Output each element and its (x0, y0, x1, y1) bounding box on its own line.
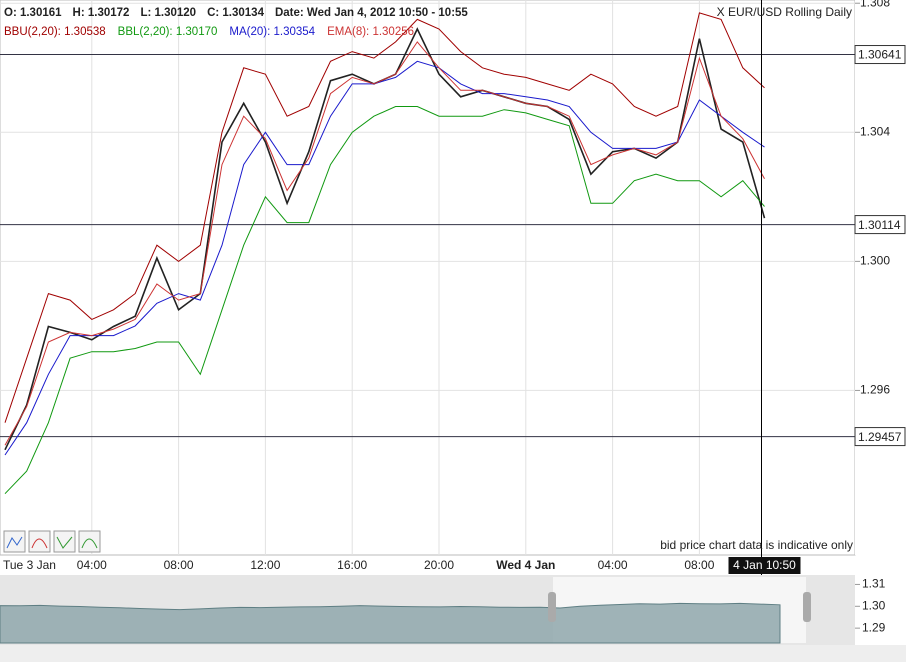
level-label: 1.30641 (858, 48, 902, 62)
nav-tick-label: 1.29 (862, 620, 886, 634)
y-tick-label: 1.308 (860, 0, 890, 9)
x-tick-label: 12:00 (250, 558, 280, 572)
note: bid price chart data is indicative only (660, 538, 853, 552)
level-box (854, 215, 906, 235)
nav-tick-label: 1.31 (862, 577, 886, 591)
legend-entry: BBU(2,20): 1.30538 (4, 26, 106, 38)
series-line (4, 106, 765, 495)
cursor-label: 4 Jan 10:50 (733, 558, 796, 572)
legend-entry: EMA(8): 1.30256 (327, 26, 414, 38)
header-item: Date: Wed Jan 4, 2012 10:50 - 10:55 (275, 7, 468, 19)
x-tick-label: Wed 4 Jan (496, 558, 555, 572)
x-tick-label: 08:00 (684, 558, 714, 572)
x-tick-label: 04:00 (598, 558, 628, 572)
tool-icon[interactable] (28, 530, 51, 553)
y-tick-label: 1.304 (860, 124, 890, 138)
header-item: H: 1.30172 (73, 7, 130, 19)
navigator-handle[interactable] (548, 592, 556, 622)
x-tick-label: Tue 3 Jan (3, 558, 56, 572)
series-line (4, 60, 765, 456)
plot-area (0, 0, 856, 556)
navigator-handle[interactable] (803, 592, 811, 622)
header-item: L: 1.30120 (140, 7, 196, 19)
x-tick-label: 20:00 (424, 558, 454, 572)
price-axis (855, 0, 906, 555)
x-tick-label: 16:00 (337, 558, 367, 572)
nav-tick-label: 1.30 (862, 598, 886, 612)
series-line (4, 41, 765, 446)
y-tick-label: 1.300 (860, 254, 890, 268)
tool-icons (3, 530, 101, 553)
tool-icon[interactable] (53, 530, 76, 553)
level-label: 1.29457 (858, 430, 902, 444)
level-label: 1.30114 (858, 218, 901, 232)
legend-entry: MA(20): 1.30354 (229, 26, 315, 38)
y-tick-label: 1.296 (860, 383, 890, 397)
navigator-area (0, 602, 781, 644)
x-tick-label: 08:00 (164, 558, 194, 572)
cursor-box (728, 557, 801, 574)
navigator-axis (0, 645, 906, 662)
header-item: C: 1.30134 (207, 7, 265, 19)
series-line (4, 12, 765, 423)
legend-entry: BBL(2,20): 1.30170 (118, 26, 218, 38)
level-box (854, 45, 906, 65)
header-item: O: 1.30161 (4, 7, 62, 19)
x-tick-label: 04:00 (77, 558, 107, 572)
chart-title: X EUR/USD Rolling Daily (717, 5, 852, 19)
tool-icon[interactable] (78, 530, 101, 553)
level-box (854, 427, 906, 447)
